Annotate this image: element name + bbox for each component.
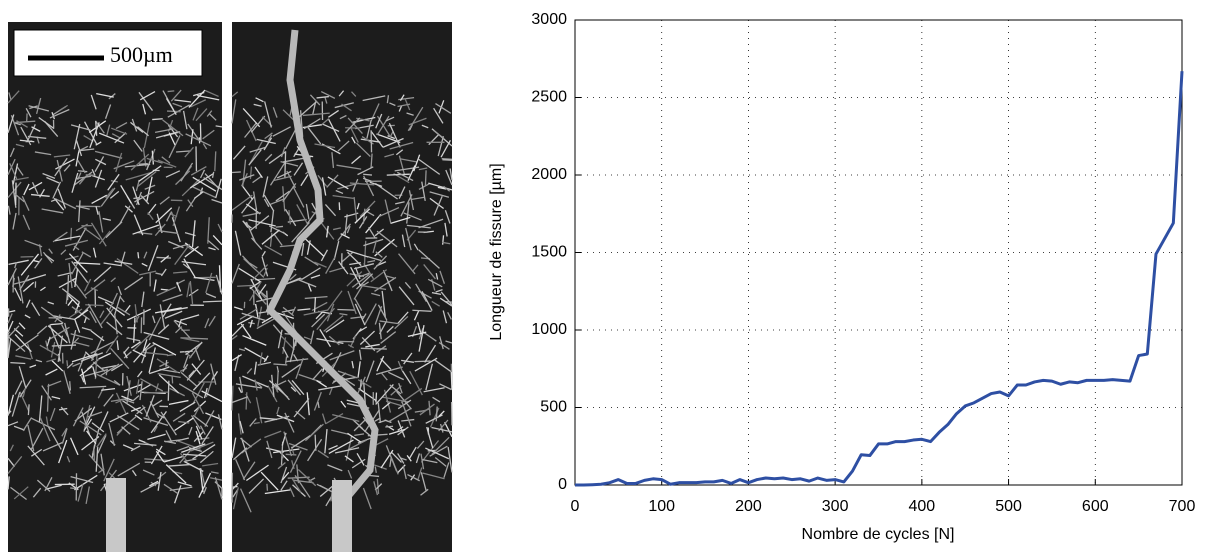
fiber bbox=[139, 164, 148, 165]
fiber bbox=[376, 393, 377, 403]
y-tick-label: 3000 bbox=[531, 11, 567, 28]
fiber bbox=[443, 235, 444, 244]
fiber bbox=[337, 310, 355, 311]
y-tick-label: 0 bbox=[558, 476, 567, 493]
fiber bbox=[166, 360, 167, 367]
notch bbox=[332, 480, 352, 552]
fiber bbox=[70, 381, 71, 390]
scale-label: 500µm bbox=[110, 42, 173, 67]
scale-box bbox=[14, 30, 202, 76]
x-tick-label: 700 bbox=[1169, 498, 1196, 515]
fiber bbox=[385, 426, 393, 427]
fiber bbox=[232, 172, 241, 173]
y-tick-label: 1000 bbox=[531, 321, 567, 338]
fiber bbox=[85, 305, 103, 306]
x-tick-label: 200 bbox=[735, 498, 762, 515]
y-tick-label: 500 bbox=[540, 399, 567, 416]
fiber bbox=[273, 364, 287, 365]
y-tick-label: 2000 bbox=[531, 166, 567, 183]
fiber bbox=[28, 404, 29, 415]
x-tick-label: 100 bbox=[648, 498, 675, 515]
fiber bbox=[414, 361, 430, 362]
y-tick-label: 2500 bbox=[531, 89, 567, 106]
fiber bbox=[133, 198, 139, 199]
x-tick-label: 300 bbox=[822, 498, 849, 515]
fiber bbox=[246, 392, 247, 409]
fiber bbox=[267, 484, 268, 491]
plot-area bbox=[575, 20, 1182, 485]
fiber bbox=[276, 226, 283, 227]
x-tick-label: 600 bbox=[1082, 498, 1109, 515]
x-tick-label: 500 bbox=[995, 498, 1022, 515]
fiber bbox=[138, 252, 139, 258]
y-axis-label: Longueur de fissure [µm] bbox=[488, 163, 505, 340]
fiber bbox=[425, 170, 426, 186]
y-tick-label: 1500 bbox=[531, 244, 567, 261]
fiber bbox=[168, 91, 175, 92]
fiber bbox=[152, 119, 163, 120]
fiber bbox=[451, 372, 452, 389]
x-tick-label: 400 bbox=[909, 498, 936, 515]
fiber bbox=[144, 392, 169, 393]
fiber bbox=[67, 360, 68, 366]
x-tick-label: 0 bbox=[571, 498, 580, 515]
notch bbox=[106, 478, 126, 552]
fiber bbox=[52, 345, 76, 346]
fiber bbox=[156, 257, 171, 258]
fiber bbox=[436, 407, 437, 422]
fiber bbox=[315, 297, 316, 312]
fiber bbox=[10, 363, 25, 364]
x-axis-label: Nombre de cycles [N] bbox=[802, 526, 955, 543]
fiber bbox=[363, 174, 372, 175]
fiber bbox=[237, 285, 253, 286]
fiber bbox=[203, 301, 222, 302]
fiber bbox=[68, 275, 69, 300]
